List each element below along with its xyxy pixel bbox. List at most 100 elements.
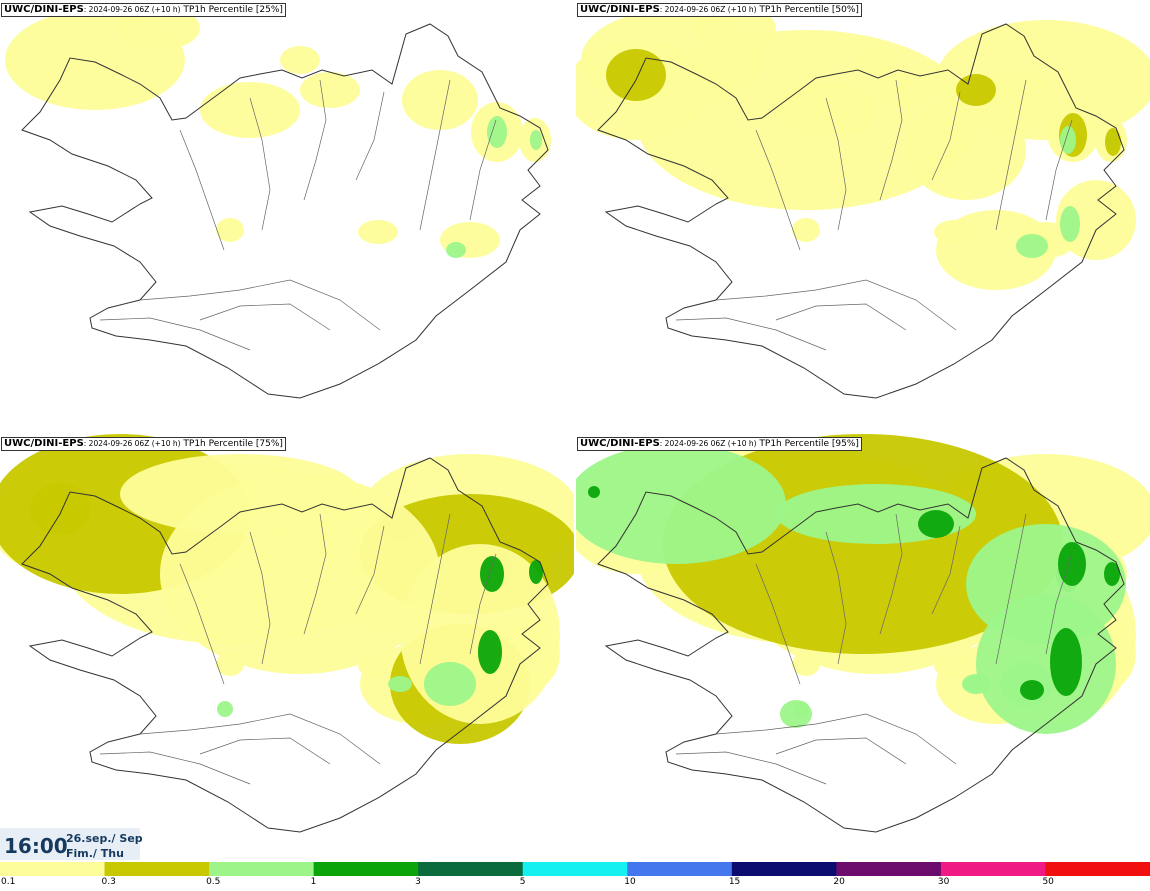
precip-area [1020, 680, 1044, 700]
river-line [179, 129, 225, 251]
precip-area [1056, 180, 1136, 260]
precip-area [780, 700, 812, 728]
panel-title: UWC/DINI-EPS: 2024-09-26 06Z (+10 h) TP1… [577, 3, 862, 17]
river-line [139, 279, 381, 331]
precip-area [529, 560, 543, 584]
legend-swatch [104, 862, 210, 876]
precip-area [478, 630, 502, 674]
precip-area [446, 242, 466, 258]
river-line [775, 737, 907, 765]
precip-area [300, 72, 360, 108]
precip-area [918, 510, 954, 538]
map-panel-p95: UWC/DINI-EPS: 2024-09-26 06Z (+10 h) TP1… [576, 434, 1150, 866]
river-line [775, 303, 907, 331]
precip-area [588, 486, 600, 498]
precip-area [636, 30, 976, 210]
valid-time: 16:00 [4, 834, 68, 858]
precip-area [217, 701, 233, 717]
panel-title: UWC/DINI-EPS: 2024-09-26 06Z (+10 h) TP1… [1, 437, 286, 451]
river-line [139, 713, 381, 765]
legend-swatch [209, 862, 315, 876]
river-line [199, 303, 331, 331]
legend-ticks: 0.1 0.3 0.5 1 3 5 10 15 20 30 50 [0, 877, 1150, 889]
precip-area [424, 662, 476, 706]
precip-area [606, 49, 666, 101]
river-line [469, 119, 497, 221]
river-line [99, 317, 251, 351]
legend-swatch [418, 862, 524, 876]
river-line [931, 91, 961, 181]
river-line [469, 553, 497, 655]
legend-tick-label: 0.5 [206, 877, 221, 887]
river-line [995, 513, 1027, 665]
river-line [715, 279, 957, 331]
precip-area [530, 130, 542, 150]
river-line [825, 531, 847, 665]
map-panel-p25: UWC/DINI-EPS: 2024-09-26 06Z (+10 h) TP1… [0, 0, 574, 432]
river-line [825, 97, 847, 231]
river-line [355, 91, 385, 181]
precip-map [576, 434, 1150, 833]
precip-area [200, 82, 300, 138]
precip-area [216, 218, 244, 242]
coastline [21, 23, 549, 399]
coastline [597, 23, 1125, 399]
legend-colorbar [0, 862, 1150, 876]
valid-date: 26.sep./ Sep [66, 832, 143, 845]
precip-area [120, 454, 360, 534]
panel-title: UWC/DINI-EPS: 2024-09-26 06Z (+10 h) TP1… [577, 437, 862, 451]
panel-title: UWC/DINI-EPS: 2024-09-26 06Z (+10 h) TP1… [1, 3, 286, 17]
precip-area [120, 6, 200, 50]
river-line [715, 713, 957, 765]
legend-swatch [0, 862, 106, 876]
legend-tick-label: 0.1 [1, 877, 16, 887]
legend-tick-label: 10 [624, 877, 636, 887]
map-panel-p50: UWC/DINI-EPS: 2024-09-26 06Z (+10 h) TP1… [576, 0, 1150, 432]
time-box [0, 828, 140, 860]
legend-tick-label: 5 [519, 877, 526, 887]
precip-area [976, 594, 1116, 734]
legend-tick-label: 3 [415, 877, 421, 887]
precip-area [956, 74, 996, 106]
legend-swatch [627, 862, 733, 876]
precip-area [1060, 206, 1080, 242]
precip-area [1105, 128, 1121, 156]
legend-swatch [313, 862, 419, 876]
precip-map [5, 6, 551, 399]
map-panel-p75: UWC/DINI-EPS: 2024-09-26 06Z (+10 h) TP1… [0, 434, 574, 866]
river-line [675, 751, 827, 785]
coastline [21, 457, 549, 833]
river-line [303, 513, 327, 635]
legend-tick-label: 50 [1042, 877, 1054, 887]
river-line [755, 563, 801, 685]
precip-area [388, 676, 412, 692]
river-line [419, 79, 451, 231]
river-line [179, 563, 225, 685]
river-line [1045, 553, 1073, 655]
river-line [419, 513, 451, 665]
river-line [199, 737, 331, 765]
river-line [675, 317, 827, 351]
legend-swatch [522, 862, 628, 876]
precip-area [402, 70, 478, 130]
precip-area [1058, 542, 1086, 586]
precip-area [480, 556, 504, 592]
precip-area [1050, 628, 1082, 696]
precip-area [1060, 126, 1076, 154]
legend-swatch [1045, 862, 1150, 876]
precip-area [280, 46, 320, 74]
river-line [249, 531, 271, 665]
precip-area [1104, 562, 1120, 586]
legend-tick-label: 20 [833, 877, 845, 887]
precip-map [576, 6, 1150, 399]
legend-tick-label: 15 [728, 877, 741, 887]
precip-area [936, 210, 1056, 290]
precip-area [792, 218, 820, 242]
river-line [249, 97, 271, 231]
river-line [931, 525, 961, 615]
legend-tick-label: 1 [310, 877, 317, 887]
legend-tick-label: 30 [937, 877, 950, 887]
precip-area [358, 220, 398, 244]
river-line [355, 525, 385, 615]
precip-area [1016, 234, 1048, 258]
